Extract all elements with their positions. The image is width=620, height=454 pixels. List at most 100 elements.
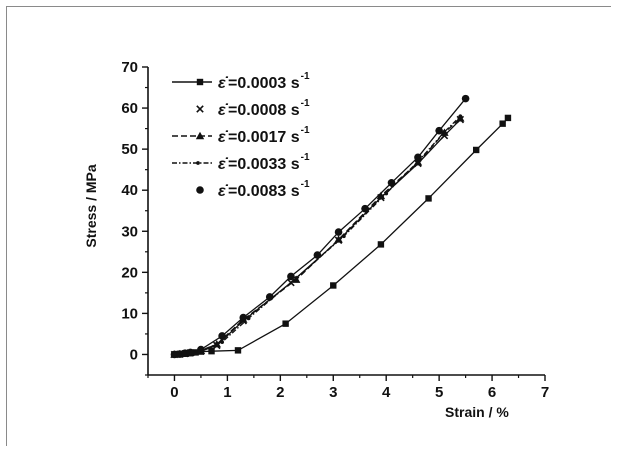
y-tick-label: 70 <box>121 59 138 76</box>
y-axis-label: Stress / MPa <box>83 164 99 247</box>
legend-item-2: ε̇ =0.0008 s -1 <box>196 98 310 119</box>
y-tick-label: 0 <box>130 346 138 363</box>
triangle-marker <box>334 235 343 243</box>
y-tick-label: 30 <box>121 223 138 240</box>
legend-label: =0.0008 s <box>228 102 300 119</box>
data-point <box>282 320 289 327</box>
data-point <box>239 313 248 322</box>
legend-marker <box>196 78 204 86</box>
x-tick-label: 5 <box>435 384 443 401</box>
data-point <box>435 126 443 135</box>
data-point <box>361 204 369 213</box>
legend-symbol: ε̇ <box>218 183 229 200</box>
circle-marker <box>334 228 343 236</box>
square-marker <box>208 347 215 355</box>
data-point <box>246 316 251 321</box>
dot-marker <box>196 161 200 165</box>
dot-marker <box>341 234 346 239</box>
legend-symbol: ε̇ <box>218 75 229 92</box>
circle-marker <box>387 179 396 187</box>
data-point <box>461 94 470 103</box>
data-point <box>287 272 295 281</box>
legend-label: =0.0017 s <box>228 129 300 146</box>
legend-symbol: ε̇ <box>218 156 229 173</box>
x-tick-label: 0 <box>170 384 178 401</box>
legend-label: =0.0083 s <box>228 183 300 200</box>
circle-marker <box>186 348 195 357</box>
legend-item-1: ε̇ =0.0003 s -1 <box>172 71 310 92</box>
circle-marker <box>313 251 322 259</box>
data-point <box>414 153 422 162</box>
triangle-marker <box>195 131 205 140</box>
data-point <box>208 347 215 355</box>
data-point <box>330 282 337 289</box>
data-point <box>313 251 322 259</box>
legend-superscript: -1 <box>301 125 310 136</box>
data-point <box>387 179 396 187</box>
data-point <box>186 348 195 357</box>
square-marker <box>234 347 242 354</box>
circle-marker <box>218 332 226 340</box>
dot-marker <box>384 191 389 196</box>
data-point <box>234 347 242 354</box>
legend-marker <box>196 186 204 194</box>
y-tick-label: 50 <box>121 141 138 158</box>
data-point <box>265 293 274 301</box>
circle-marker <box>196 186 204 194</box>
data-point <box>499 120 506 127</box>
circle-marker <box>287 272 295 281</box>
data-point <box>458 114 463 119</box>
dot-marker <box>220 340 225 345</box>
dot-marker <box>458 114 463 119</box>
data-point <box>442 129 447 134</box>
legend: ε̇ =0.0003 s -1ε̇ =0.0008 s -1ε̇ =0.0017 s -1ε… <box>172 71 310 200</box>
square-marker <box>472 146 480 154</box>
circle-marker <box>435 126 443 135</box>
square-marker <box>425 195 432 202</box>
data-point <box>504 114 512 122</box>
x-tick-label: 2 <box>276 384 284 401</box>
x-tick-label: 7 <box>541 384 549 401</box>
square-marker <box>330 282 337 289</box>
data-point <box>334 235 343 243</box>
legend-superscript: -1 <box>301 71 310 82</box>
x-tick-label: 3 <box>329 384 337 401</box>
y-tick-label: 40 <box>121 182 138 199</box>
circle-marker <box>361 204 369 213</box>
data-point <box>425 195 432 202</box>
x-axis-label: Strain / % <box>445 404 509 420</box>
data-point <box>218 332 226 340</box>
legend-superscript: -1 <box>301 152 310 163</box>
y-tick-label: 20 <box>121 264 138 281</box>
circle-marker <box>239 313 248 322</box>
legend-item-4: ε̇ =0.0033 s -1 <box>172 152 310 173</box>
x-tick-label: 6 <box>488 384 496 401</box>
y-tick-label: 60 <box>121 100 138 117</box>
y-tick-label: 10 <box>121 305 138 322</box>
dot-marker <box>246 316 251 321</box>
square-marker <box>377 241 385 248</box>
series-3 <box>170 114 465 358</box>
circle-marker <box>414 153 422 162</box>
circle-marker <box>461 94 470 103</box>
series-5 <box>170 94 470 359</box>
x-tick-label: 1 <box>223 384 231 401</box>
square-marker <box>504 114 512 122</box>
dot-marker <box>442 129 447 134</box>
square-marker <box>499 120 506 127</box>
figure-frame <box>6 6 611 446</box>
data-point <box>197 345 205 354</box>
dot-marker <box>294 276 299 280</box>
series-line <box>174 115 461 356</box>
data-point <box>220 340 225 345</box>
data-point <box>341 234 346 239</box>
data-point <box>377 241 385 248</box>
legend-label: =0.0033 s <box>228 156 300 173</box>
square-marker <box>282 320 289 327</box>
legend-item-3: ε̇ =0.0017 s -1 <box>172 125 310 146</box>
circle-marker <box>197 345 205 354</box>
data-point <box>472 146 480 154</box>
legend-symbol: ε̇ <box>218 129 229 146</box>
